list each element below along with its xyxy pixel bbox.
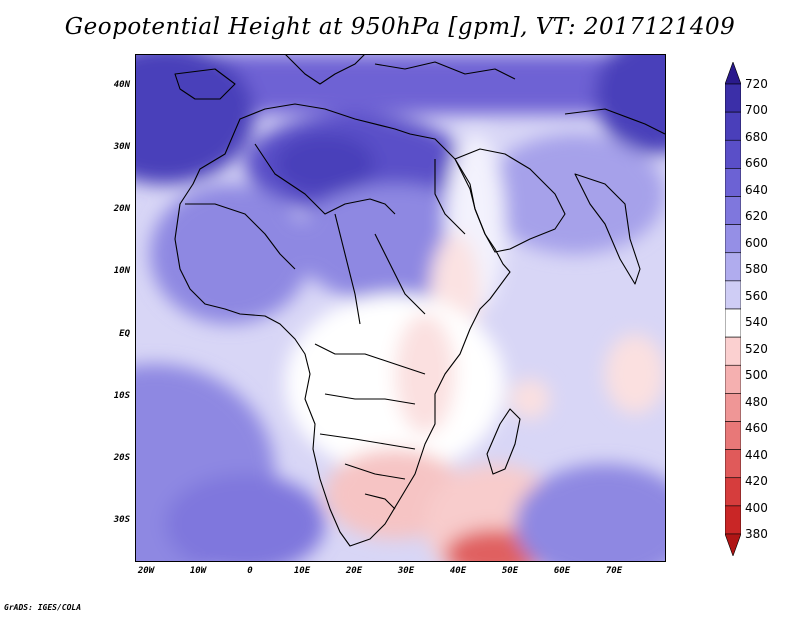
colorbar — [725, 62, 741, 556]
colorbar-label: 720 — [745, 77, 768, 91]
lon-label: 20W — [137, 566, 155, 576]
lat-label: 30N — [113, 142, 130, 152]
lon-label: 20E — [345, 566, 363, 576]
colorbar-label: 460 — [745, 421, 768, 436]
colorbar-cell — [725, 168, 741, 197]
colorbar-label: 580 — [745, 262, 768, 277]
lat-label: 20S — [113, 453, 130, 463]
colorbar-label: 600 — [745, 235, 768, 250]
colorbar-label: 660 — [745, 156, 768, 171]
colorbar-cell — [725, 308, 741, 338]
colorbar-label: 520 — [745, 341, 768, 356]
colorbar-top-triangle — [725, 62, 741, 85]
colorbar-cell — [725, 280, 741, 310]
colorbar-cell — [725, 505, 741, 535]
lon-label: 10W — [189, 566, 207, 576]
colorbar-label: 640 — [745, 182, 768, 197]
colorbar-label: 480 — [745, 394, 768, 409]
colorbar-cell — [725, 477, 741, 507]
lat-label: 20N — [113, 204, 130, 214]
lon-label: 30E — [397, 566, 415, 576]
lon-label: 0 — [247, 566, 253, 576]
colorbar-cell — [725, 449, 741, 479]
colorbar-label: 700 — [745, 103, 768, 118]
geopotential-map — [135, 54, 666, 562]
colorbar-bottom-triangle — [725, 533, 741, 556]
lat-label: 40N — [113, 80, 130, 90]
lon-label: 70E — [605, 566, 623, 576]
lon-label: 10E — [293, 566, 311, 576]
lon-label: 50E — [501, 566, 519, 576]
colorbar-label: 380 — [745, 527, 768, 541]
lon-label: 60E — [553, 566, 571, 576]
colorbar-cell — [725, 393, 741, 422]
lon-label: 40E — [449, 566, 467, 576]
colorbar-cell — [725, 111, 741, 141]
lat-label: EQ — [119, 329, 130, 339]
colorbar-cell — [725, 421, 741, 450]
colorbar-cell — [725, 196, 741, 225]
credit-text: GrADS: IGES/COLA — [4, 603, 82, 612]
colorbar-label: 560 — [745, 288, 768, 303]
colorbar-label: 620 — [745, 209, 768, 224]
colorbar-label: 500 — [745, 368, 768, 383]
colorbar-label: 440 — [745, 447, 768, 462]
colorbar-cell — [725, 252, 741, 282]
colorbar-cell — [725, 83, 741, 113]
colorbar-label: 540 — [745, 315, 768, 330]
colorbar-cell — [725, 336, 741, 366]
colorbar-label: 420 — [745, 474, 768, 489]
lat-label: 10N — [113, 266, 130, 276]
colorbar-cell — [725, 224, 741, 254]
colorbar-cell — [725, 364, 741, 394]
colorbar-label: 680 — [745, 129, 768, 144]
lat-label: 10S — [113, 391, 130, 401]
lat-label: 30S — [113, 515, 130, 525]
colorbar-label: 400 — [745, 500, 768, 515]
map-title: Geopotential Height at 950hPa [gpm], VT:… — [64, 14, 736, 40]
colorbar-cell — [725, 139, 741, 169]
